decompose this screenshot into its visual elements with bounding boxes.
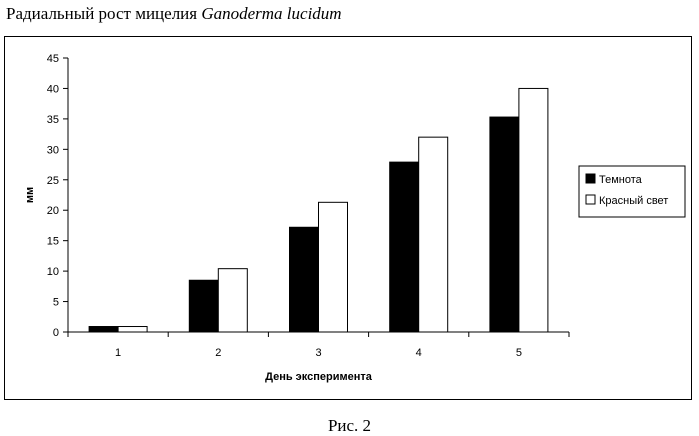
legend-swatch [586, 195, 595, 204]
legend-label: Красный свет [599, 195, 668, 207]
bar-dark [490, 117, 519, 332]
y-tick-label: 10 [47, 266, 59, 278]
bar-dark [390, 162, 419, 332]
bar-dark [89, 327, 118, 332]
x-tick-label: 4 [416, 347, 422, 359]
bar-dark [290, 227, 319, 332]
y-tick-label: 0 [53, 327, 59, 339]
x-tick-label: 5 [516, 347, 522, 359]
legend-label: Темнота [599, 174, 643, 186]
bar-red-light [419, 137, 448, 332]
bar-red-light [519, 88, 548, 332]
y-tick-label: 15 [47, 236, 59, 248]
y-tick-label: 5 [53, 297, 59, 309]
bar-red-light [319, 202, 348, 332]
y-tick-label: 25 [47, 175, 59, 187]
x-axis-title: День эксперимента [265, 371, 373, 383]
y-axis-title: мм [24, 187, 36, 203]
figure-caption: Рис. 2 [0, 416, 699, 436]
legend-swatch [586, 174, 595, 183]
y-tick-label: 20 [47, 205, 59, 217]
bar-dark [189, 280, 218, 332]
y-tick-label: 40 [47, 83, 59, 95]
y-tick-label: 30 [47, 144, 59, 156]
x-tick-label: 2 [215, 347, 221, 359]
x-tick-label: 1 [115, 347, 121, 359]
y-tick-label: 45 [47, 53, 59, 65]
bar-red-light [218, 269, 247, 332]
y-tick-label: 35 [47, 114, 59, 126]
x-tick-label: 3 [315, 347, 321, 359]
bar-red-light [118, 327, 147, 332]
